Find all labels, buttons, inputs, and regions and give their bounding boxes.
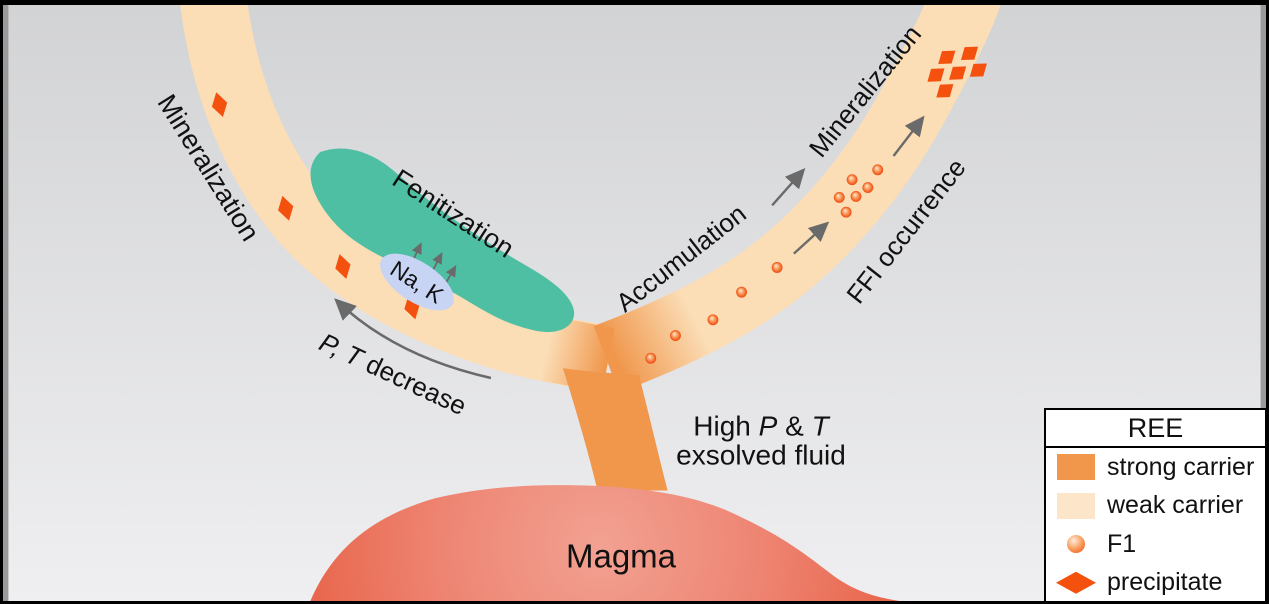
f1-inclusion: [840, 206, 852, 218]
precipitate-diamond: [404, 294, 420, 320]
precipitate-diamond: [960, 46, 979, 61]
f1-inclusion: [833, 191, 845, 203]
left-channel-fork-blend: [540, 316, 615, 393]
legend-row-weak-carrier: weak carrier: [1046, 487, 1265, 526]
label-high-pt-exsolved-fluid: High P & T exsolved fluid: [676, 410, 846, 471]
f1-inclusion: [850, 191, 862, 202]
f1-inclusion: [645, 352, 657, 364]
f1-inclusion: [771, 262, 783, 273]
legend-row-precipitate: precipitate: [1046, 564, 1265, 602]
precipitate-diamond: [969, 63, 987, 77]
channel-flow-arrow-lower: [793, 221, 830, 255]
precipitate-diamond: [938, 50, 956, 64]
f1-inclusion: [846, 174, 858, 186]
f1-inclusion: [862, 182, 874, 193]
f1-inclusions: [645, 164, 884, 364]
strong-carrier-swatch: [1057, 454, 1095, 481]
legend-label: precipitate: [1107, 568, 1223, 597]
diagram-canvas: [8, 5, 1261, 601]
magma-dome: [310, 485, 900, 601]
f1-sphere-icon: [1067, 535, 1085, 554]
accumulation-to-mineralization-arrow: [771, 168, 806, 207]
precipitate-diamond-icon: [1056, 571, 1096, 594]
precipitate-diamond: [335, 254, 351, 279]
legend-box: REE strong carrier weak carrier F1 preci…: [1044, 408, 1266, 602]
channel-flow-arrow-upper: [892, 115, 925, 157]
left-channel-weak-carrier: [180, 5, 613, 393]
fenitization-zone: [310, 148, 575, 332]
legend-label: strong carrier: [1107, 452, 1255, 481]
f1-inclusion: [872, 164, 884, 176]
precipitate-diamond: [278, 195, 294, 221]
legend-label: weak carrier: [1107, 491, 1244, 520]
precipitate-diamond: [927, 68, 945, 82]
f1-inclusion: [707, 314, 719, 326]
legend-title: REE: [1046, 410, 1265, 448]
label-magma: Magma: [565, 537, 677, 575]
legend-label: F1: [1107, 529, 1137, 558]
precipitates: [211, 46, 987, 320]
pt-decrease-arrow: [334, 298, 492, 380]
legend-row-strong-carrier: strong carrier: [1046, 448, 1265, 487]
f1-inclusion: [736, 286, 747, 298]
legend-row-f1: F1: [1046, 525, 1265, 564]
stem-strong-carrier: [562, 368, 668, 491]
precipitate-diamond: [211, 92, 228, 118]
precipitate-diamond: [949, 66, 967, 80]
f1-inclusion: [670, 330, 681, 341]
precipitate-diamond: [936, 84, 954, 98]
weak-carrier-swatch: [1057, 492, 1095, 519]
